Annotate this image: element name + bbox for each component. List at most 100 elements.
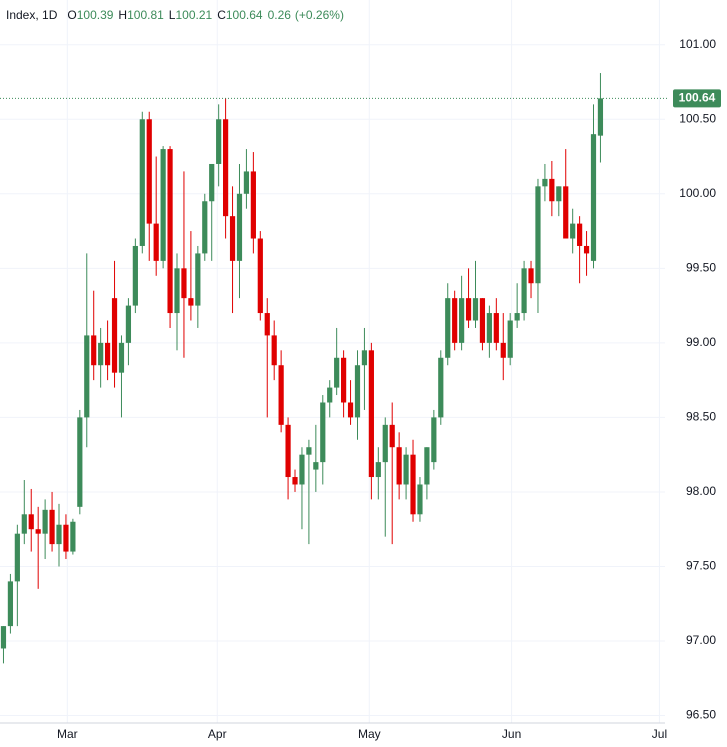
candle-body: [132, 245, 138, 306]
candle-body: [153, 223, 159, 261]
candle-body: [84, 335, 90, 418]
field-value: 100.21: [175, 8, 212, 22]
candle-body: [271, 335, 277, 366]
candle-body: [7, 581, 14, 627]
y-tick-label: 101.00: [679, 37, 716, 51]
symbol: Index, 1D: [6, 8, 58, 22]
candle-body: [278, 365, 284, 425]
x-tick-label: Mar: [57, 727, 78, 741]
candle-body: [229, 216, 236, 261]
candle-body: [368, 350, 374, 478]
candle-body: [493, 313, 499, 343]
candle-body: [472, 298, 479, 321]
candle-body: [35, 529, 41, 534]
field-label: L: [169, 8, 176, 22]
candle-body: [306, 447, 312, 455]
candle-body: [417, 484, 423, 515]
candle-body: [452, 298, 458, 343]
candle-body: [535, 186, 541, 284]
candle-body: [250, 171, 256, 239]
candle-body: [313, 462, 319, 470]
candle-body: [334, 357, 340, 388]
candle-body: [583, 245, 590, 254]
y-tick-label: 96.50: [686, 708, 716, 722]
candle-body: [56, 524, 62, 545]
candle-body: [424, 447, 430, 485]
x-tick-label: Apr: [208, 727, 227, 741]
candle-body: [431, 417, 437, 463]
candle-body: [139, 119, 145, 246]
field-value: 100.81: [127, 8, 164, 22]
candle-body: [299, 454, 305, 485]
candle-body: [292, 477, 298, 485]
candle-body: [28, 514, 34, 530]
x-tick-label: Jul: [652, 727, 667, 741]
candle-body: [556, 186, 562, 202]
candle-body: [243, 171, 250, 194]
change-pct: (+0.26%): [295, 8, 344, 22]
candle-body: [167, 149, 173, 314]
candle-body: [285, 424, 291, 478]
candle-body: [14, 533, 20, 582]
candle-body: [160, 149, 166, 261]
field-label: C: [217, 8, 226, 22]
candle-body: [549, 178, 555, 202]
candle-body: [563, 186, 569, 239]
last-price-label: 100.64: [679, 91, 716, 105]
candle-body: [216, 119, 222, 164]
candle-body: [521, 268, 527, 314]
y-tick-label: 97.00: [686, 633, 716, 647]
candles: [0, 73, 604, 664]
candle-body: [188, 298, 194, 306]
candle-body: [577, 223, 583, 246]
candle-body: [70, 521, 76, 552]
candle-body: [354, 365, 361, 418]
candle-body: [49, 509, 55, 545]
y-tick-label: 98.00: [686, 484, 716, 498]
candle-body: [361, 350, 368, 366]
candle-body: [327, 387, 333, 403]
candle-body: [21, 514, 27, 534]
candle-body: [125, 305, 132, 343]
candle-body: [104, 342, 111, 366]
candle-body: [77, 417, 83, 507]
field-value: 100.64: [226, 8, 263, 22]
candle-body: [570, 223, 576, 239]
candle-body: [264, 313, 270, 336]
candle-body: [181, 268, 187, 299]
candle-body: [91, 335, 97, 366]
candle-body: [396, 447, 402, 485]
candle-body: [445, 298, 451, 358]
candle-body: [63, 524, 69, 552]
candle-body: [500, 342, 506, 358]
candle-body: [438, 357, 444, 418]
x-tick-label: May: [358, 727, 381, 741]
candle-body: [257, 238, 263, 314]
header-text: Index, 1D O100.39 H100.81 L100.21 C100.64 0.2…: [6, 8, 344, 22]
candle-body: [597, 98, 604, 136]
candle-body: [195, 253, 201, 306]
candle-body: [341, 357, 347, 403]
field-value: 100.39: [77, 8, 114, 22]
candle-body: [507, 320, 513, 358]
y-tick-label: 99.00: [686, 335, 716, 349]
y-tick-label: 98.50: [686, 410, 716, 424]
candle-body: [389, 424, 395, 448]
candle-body: [223, 119, 229, 217]
candle-body: [465, 298, 472, 321]
candle-body: [42, 509, 48, 534]
candle-body: [0, 626, 7, 649]
candle-body: [146, 119, 152, 224]
field-label: O: [67, 8, 76, 22]
candle-body: [320, 402, 326, 463]
candle-body: [403, 454, 409, 485]
candle-body: [542, 178, 548, 187]
change: 0.26: [268, 8, 292, 22]
candle-body: [528, 268, 534, 284]
last-price-badge: [673, 89, 721, 108]
y-tick-label: 99.50: [686, 261, 716, 275]
candle-body: [375, 462, 381, 478]
candle-body: [98, 342, 104, 366]
candle-body: [202, 201, 208, 254]
